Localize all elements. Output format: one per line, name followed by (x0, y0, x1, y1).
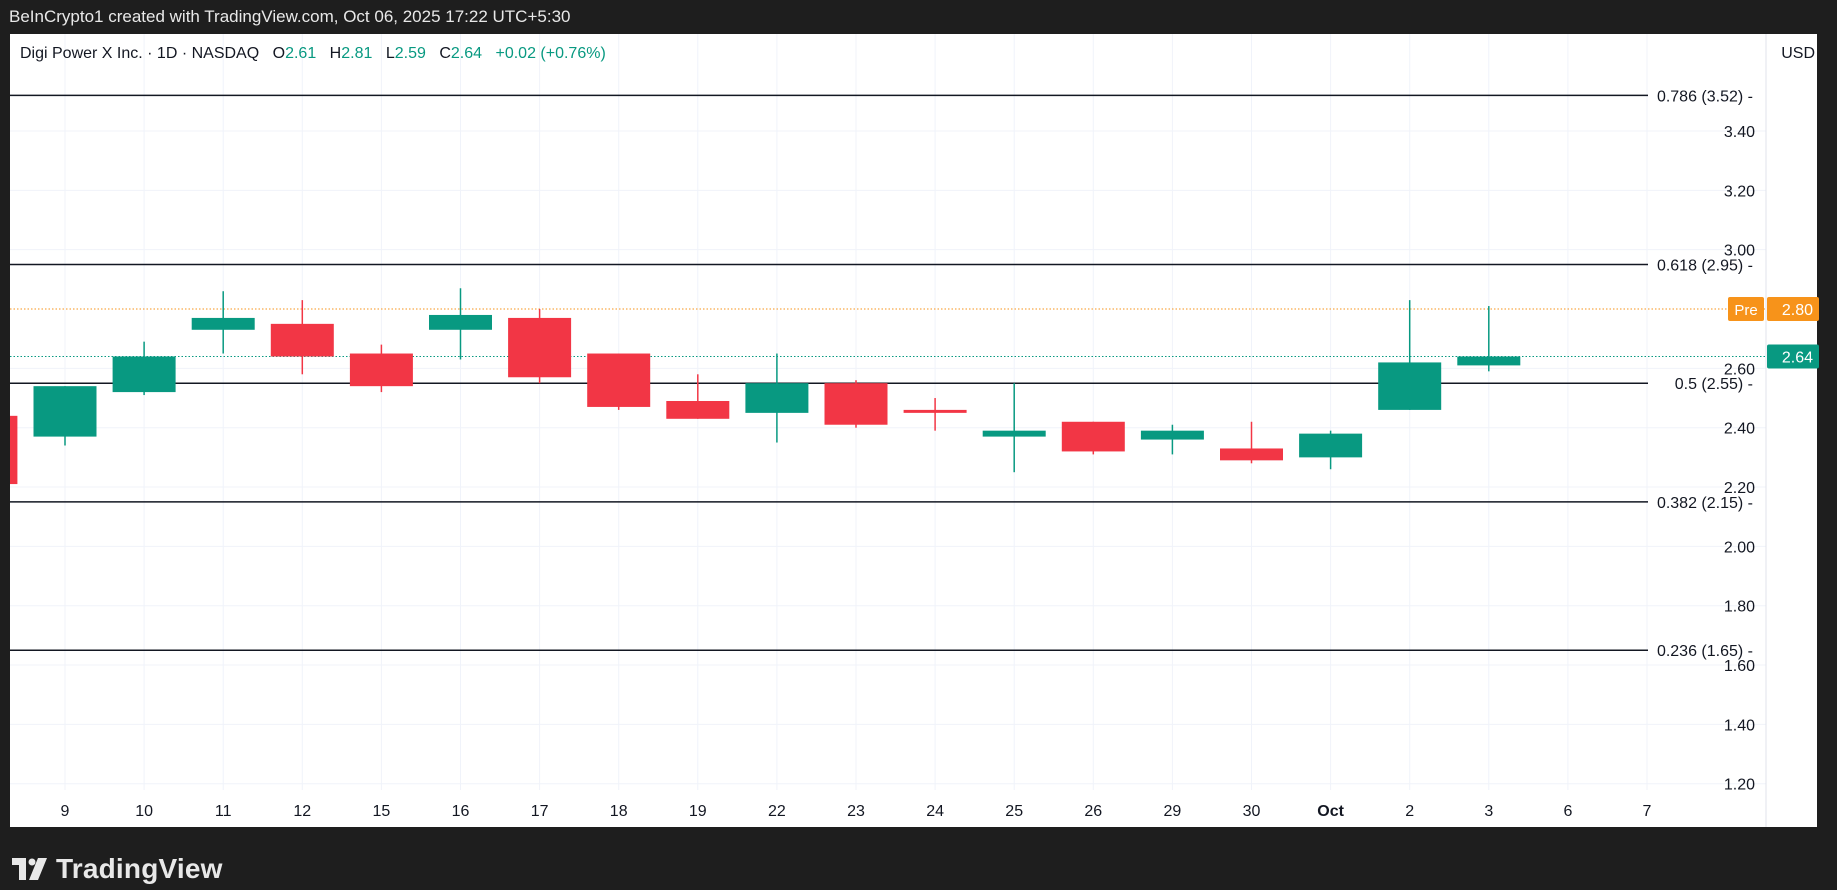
candle-body (1378, 362, 1442, 410)
price-line-value: 2.64 (1782, 349, 1813, 366)
time-tick-label: 15 (373, 803, 391, 820)
chart-panel[interactable] (10, 34, 1817, 827)
candle-body (191, 317, 255, 330)
candle-body (666, 400, 730, 419)
low-key: L (385, 45, 395, 62)
price-tick-label: 2.40 (1724, 421, 1755, 438)
price-tick-label: 3.40 (1724, 124, 1755, 141)
watermark-text: BeInCrypto1 created with TradingView.com… (9, 7, 571, 26)
candle-body (1140, 430, 1204, 440)
tradingview-logo-icon (12, 858, 47, 880)
price-tick-label: 3.20 (1724, 183, 1755, 200)
price-tick-label: 2.00 (1724, 539, 1755, 556)
time-tick-label: 26 (1084, 803, 1102, 820)
candle-body (1299, 433, 1363, 458)
candle-body (429, 314, 492, 330)
candle-body (982, 430, 1046, 437)
candle-body (10, 415, 18, 485)
time-tick-label: 11 (215, 803, 232, 820)
high-key: H (329, 45, 342, 62)
time-tick-label: 24 (926, 803, 944, 820)
close-key: C (439, 45, 451, 62)
price-tick-label: 1.40 (1724, 717, 1755, 734)
high-value: 2.81 (341, 45, 373, 62)
time-tick-label: 19 (689, 803, 707, 820)
price-line-badge (1767, 297, 1819, 322)
fibonacci-levels: 0.786 (3.52) - 0.618 (2.95) - 0.5 (2.55) -… (10, 88, 1753, 660)
time-tick-label: 7 (1643, 803, 1652, 820)
time-tick-label: 30 (1243, 803, 1261, 820)
fib-level-label: 0.236 (1.65) - (1657, 643, 1753, 660)
candle-body (1457, 356, 1521, 366)
candle-body (270, 323, 334, 357)
time-tick-label: 29 (1164, 803, 1182, 820)
candle-body (1220, 448, 1283, 461)
chart-grid (10, 34, 1766, 790)
close-value: 2.64 (450, 45, 483, 62)
tradingview-logo[interactable]: TradingView (12, 852, 223, 886)
price-line-name: Pre (1734, 302, 1757, 319)
candle-body (33, 386, 97, 437)
price-tick-label: 1.20 (1724, 777, 1755, 794)
fib-level-label: 0.618 (2.95) - (1657, 258, 1753, 275)
change-value: +0.02 (+0.76%) (495, 45, 606, 62)
low-value: 2.59 (394, 45, 426, 62)
time-tick-label: 18 (610, 803, 628, 820)
candle-body (587, 353, 651, 407)
candle-body (349, 353, 413, 387)
symbol-title[interactable]: Digi Power X Inc. · 1D · NASDAQ (20, 45, 260, 62)
symbol-legend: Digi Power X Inc. · 1D · NASDAQ O2.61 H2… (20, 45, 606, 63)
time-tick-label: 25 (1005, 803, 1023, 820)
price-line-value: 2.80 (1782, 302, 1813, 319)
fib-level-label: 0.786 (3.52) - (1657, 88, 1753, 105)
time-tick-label: 17 (531, 803, 549, 820)
price-line-tag (1728, 297, 1764, 322)
candle-body (903, 409, 967, 413)
fib-level-label: 0.5 (2.55) - (1675, 376, 1753, 393)
price-tick-label: 1.60 (1724, 658, 1755, 675)
candle-body (824, 383, 888, 425)
time-tick-label: 22 (768, 803, 786, 820)
time-tick-label: 3 (1484, 803, 1493, 820)
time-tick-label: 6 (1563, 803, 1572, 820)
candle-body (745, 383, 809, 413)
time-tick-label: 16 (452, 803, 470, 820)
open-value: 2.61 (285, 45, 317, 62)
tradingview-brand: TradingView (56, 853, 223, 884)
time-tick-label: 10 (135, 803, 153, 820)
price-line-badge (1767, 344, 1819, 369)
time-axis: 9101112151617181922232425262930Oct23678 (61, 803, 1652, 820)
price-tick-label: 2.20 (1724, 480, 1755, 497)
time-tick-label: 2 (1405, 803, 1414, 820)
time-tick-label: 12 (293, 803, 311, 820)
time-tick-label: 23 (847, 803, 865, 820)
price-axis: 1.20 1.40 1.60 1.80 2.00 2.20 2.40 2.60 3.00 3.20… (1724, 124, 1755, 794)
candle-body (1061, 421, 1125, 452)
candle-body (112, 356, 176, 393)
candles (10, 288, 1521, 485)
price-tick-label: 3.00 (1724, 243, 1755, 260)
currency-label[interactable]: USD (1781, 45, 1815, 62)
candle-body (508, 317, 572, 378)
price-tick-label: 2.60 (1724, 361, 1755, 378)
fib-level-label: 0.382 (2.15) - (1657, 495, 1753, 512)
price-tick-label: 1.80 (1724, 599, 1755, 616)
open-key: O (272, 45, 286, 62)
time-tick-label: Oct (1317, 803, 1344, 820)
time-tick-label: 9 (61, 803, 70, 820)
